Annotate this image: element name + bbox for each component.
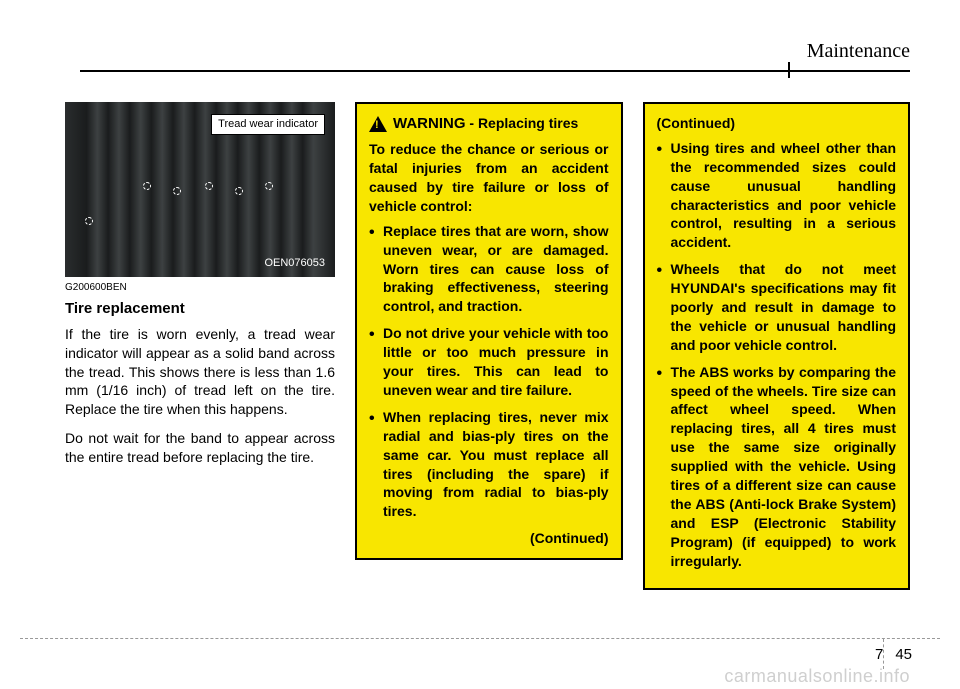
warning-bullet: Using tires and wheel other than the rec… — [657, 139, 897, 252]
page-number-value: 45 — [895, 646, 912, 663]
page-header: Maintenance — [65, 30, 910, 78]
image-code: OEN076053 — [264, 256, 325, 271]
warning-header: WARNING - Replacing tires — [369, 114, 609, 134]
warning-bullet: The ABS works by comparing the speed of … — [657, 363, 897, 571]
tread-indicator-marker — [265, 182, 273, 190]
section-title: Maintenance — [807, 40, 910, 63]
watermark: carmanualsonline.info — [724, 666, 910, 687]
chapter-number: 7 — [875, 646, 883, 663]
tread-indicator-marker — [235, 187, 243, 195]
content-columns: Tread wear indicator OEN076053 G200600BE… — [65, 102, 910, 590]
column-middle: WARNING - Replacing tires To reduce the … — [355, 102, 623, 590]
body-paragraph: Do not wait for the band to appear acros… — [65, 429, 335, 467]
warning-bullet: Do not drive your vehicle with too littl… — [369, 324, 609, 400]
warning-bullet: Wheels that do not meet HYUNDAI's specif… — [657, 260, 897, 354]
column-right: (Continued) Using tires and wheel other … — [643, 102, 911, 590]
body-paragraph: If the tire is worn evenly, a tread wear… — [65, 325, 335, 419]
warning-bullet: When replacing tires, never mix radial a… — [369, 408, 609, 521]
warning-subtitle: - Replacing tires — [469, 115, 578, 131]
manual-page: Maintenance Tread wear indicator OEN0760… — [0, 0, 960, 689]
warning-bullet-list: Replace tires that are worn, show uneven… — [369, 222, 609, 521]
warning-bullet-list: Using tires and wheel other than the rec… — [657, 139, 897, 571]
tread-indicator-marker — [85, 217, 93, 225]
warning-box-continued: (Continued) Using tires and wheel other … — [643, 102, 911, 590]
tire-replacement-heading: Tire replacement — [65, 299, 335, 319]
warning-intro: To reduce the chance or serious or fatal… — [369, 140, 609, 216]
tread-indicator-marker — [173, 187, 181, 195]
column-left: Tread wear indicator OEN076053 G200600BE… — [65, 102, 335, 590]
header-rule — [80, 70, 910, 72]
tread-indicator-marker — [143, 182, 151, 190]
warning-bullet: Replace tires that are worn, show uneven… — [369, 222, 609, 316]
continued-label: (Continued) — [369, 529, 609, 548]
continued-top-label: (Continued) — [657, 114, 897, 133]
tread-indicator-marker — [205, 182, 213, 190]
page-footer: 7 45 — [0, 629, 960, 669]
tread-wear-indicator-label: Tread wear indicator — [211, 114, 325, 135]
footer-dashed-line — [20, 638, 940, 639]
tire-tread-image: Tread wear indicator OEN076053 — [65, 102, 335, 277]
page-number: 7 45 — [875, 646, 912, 663]
warning-title: WARNING — [393, 115, 466, 132]
warning-box-replacing-tires: WARNING - Replacing tires To reduce the … — [355, 102, 623, 560]
reference-code: G200600BEN — [65, 281, 335, 295]
warning-triangle-icon — [369, 116, 387, 132]
